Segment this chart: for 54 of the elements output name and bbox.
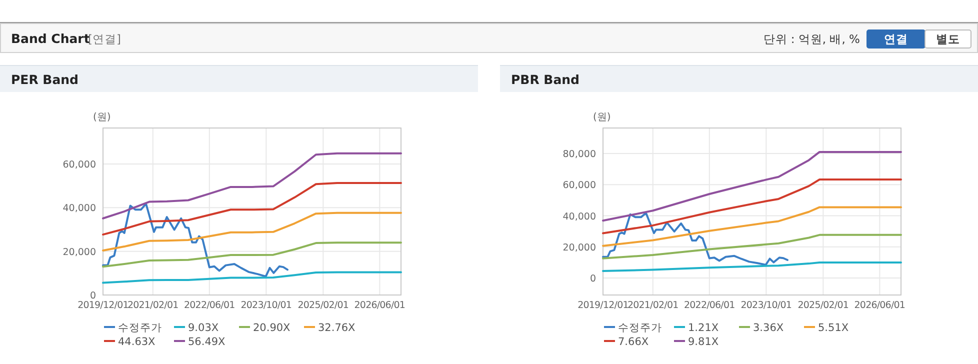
x-tick-label: 2022/06/01 — [684, 300, 736, 311]
legend-label: 7.66X — [618, 336, 649, 348]
line-series — [102, 212, 402, 252]
y-tick-label: 80,000 — [562, 149, 596, 160]
y-tick-label: 60,000 — [562, 180, 596, 192]
x-tick-label: 2021/02/01 — [627, 300, 679, 311]
legend-label: 9.81X — [688, 336, 719, 348]
line-series — [602, 212, 788, 266]
y-axis-title: (원) — [93, 112, 111, 123]
x-tick-label: 2026/06/01 — [354, 300, 406, 311]
line-series — [102, 271, 402, 284]
line-series — [602, 234, 902, 260]
x-tick-label: 2019/12/01 — [578, 300, 629, 311]
x-tick-label: 2025/02/01 — [298, 300, 349, 311]
text: 단위 : 억원, 배, % — [763, 32, 860, 46]
text: Band Chart — [11, 31, 90, 46]
y-tick-label: 20,000 — [562, 242, 596, 254]
legend-label: 44.63X — [118, 336, 156, 348]
y-tick-label: 40,000 — [562, 211, 596, 222]
line-series — [602, 206, 902, 247]
text: 연결 — [884, 32, 908, 46]
line-series — [102, 182, 402, 236]
legend-label: 1.21X — [688, 322, 719, 334]
x-tick-label: 2023/10/01 — [240, 300, 292, 311]
chart-title: PER Band — [11, 72, 78, 87]
text: [연결] — [88, 32, 121, 46]
legend-label: 5.51X — [818, 322, 849, 334]
x-tick-label: 2019/12/01 — [78, 300, 129, 311]
legend-label: 56.49X — [188, 336, 226, 348]
legend-label: 수정주가 — [118, 322, 162, 334]
x-tick-label: 2026/06/01 — [854, 300, 906, 311]
x-tick-label: 2021/02/01 — [128, 300, 179, 311]
line-series — [602, 261, 902, 272]
y-tick-label: 60,000 — [62, 160, 96, 171]
line-series — [602, 178, 902, 234]
legend-label: 수정주가 — [618, 322, 662, 334]
text: 별도 — [936, 32, 960, 46]
y-tick-label: 0 — [90, 290, 96, 302]
line-series — [102, 202, 288, 278]
legend-label: 9.03X — [188, 322, 219, 334]
x-tick-label: 2022/06/01 — [184, 300, 236, 311]
x-tick-label: 2025/02/01 — [798, 300, 849, 311]
line-series — [102, 242, 402, 268]
legend-label: 3.36X — [753, 322, 784, 334]
line-series — [602, 150, 902, 222]
legend-label: 32.76X — [318, 322, 356, 334]
x-tick-label: 2023/10/01 — [740, 300, 792, 311]
y-tick-label: 40,000 — [62, 203, 96, 214]
legend-label: 20.90X — [253, 322, 290, 334]
y-axis-title: (원) — [593, 112, 611, 123]
line-series — [102, 152, 402, 220]
y-tick-label: 20,000 — [62, 246, 96, 258]
chart-title: PBR Band — [511, 72, 580, 87]
y-tick-label: 0 — [590, 274, 596, 285]
